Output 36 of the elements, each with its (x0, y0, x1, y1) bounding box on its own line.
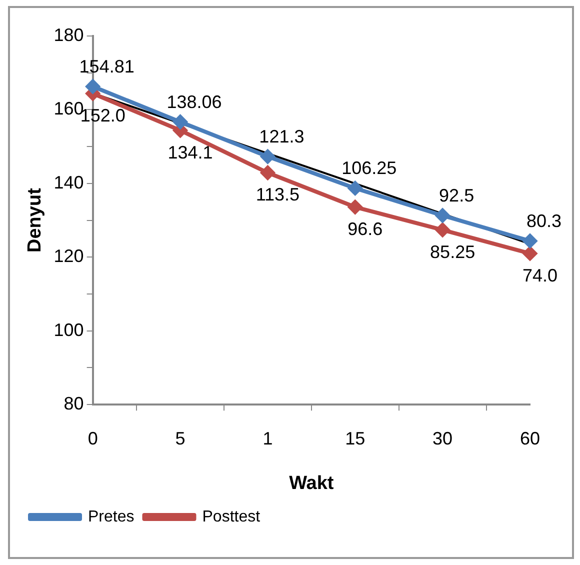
point (348, 181, 362, 196)
point (436, 222, 450, 237)
annotation: 134.1 (168, 142, 213, 162)
x-tick-label: 15 (345, 428, 366, 448)
y-tick-label: 100 (54, 320, 84, 340)
point (86, 80, 100, 94)
y-tick-label: 80 (64, 394, 84, 414)
point (173, 114, 188, 129)
x-tick-label: 30 (432, 428, 453, 448)
annotation: 80.3 (526, 210, 562, 231)
point (260, 166, 275, 180)
annotation: 113.5 (256, 184, 300, 205)
y-axis-title: Denyut (24, 187, 46, 253)
annotation: 96.6 (348, 219, 383, 239)
annotation: 74.0 (522, 265, 558, 286)
annotation: 121.3 (259, 126, 304, 146)
annotation: 85.25 (430, 242, 476, 262)
x-tick-label: 5 (175, 428, 186, 448)
point (523, 246, 537, 260)
annotation: 138.06 (166, 92, 222, 112)
y-tick-label: 140 (54, 172, 84, 192)
legend-label: Pretes (88, 508, 134, 526)
legend-label: Posttest (202, 508, 261, 526)
annotation: 92.5 (439, 185, 474, 206)
point (436, 208, 450, 223)
point (260, 150, 275, 164)
y-tick-label: 120 (54, 246, 84, 266)
x-tick-label: 1 (262, 428, 273, 448)
x-axis-title: Wakt (289, 472, 334, 494)
point (523, 234, 537, 248)
x-tick-label: 60 (520, 428, 540, 448)
annotation: 106.25 (342, 158, 397, 178)
y-tick-label: 180 (54, 24, 84, 45)
x-tick-label: 0 (88, 428, 98, 448)
point (348, 200, 362, 214)
annotation: 154.81 (79, 56, 134, 76)
